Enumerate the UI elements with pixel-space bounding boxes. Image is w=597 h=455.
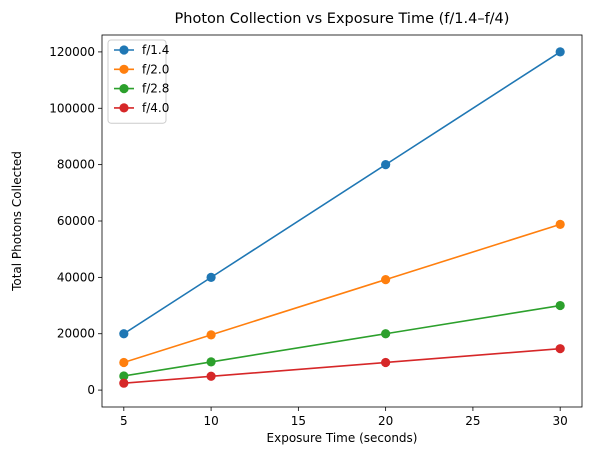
legend-item: f/2.0 <box>114 62 169 76</box>
y-axis-label: Total Photons Collected <box>10 151 24 292</box>
legend-marker <box>119 103 129 113</box>
series-layer <box>119 47 565 388</box>
data-point <box>555 300 565 311</box>
x-tick-label: 30 <box>553 414 568 428</box>
legend: f/1.4 f/2.0 f/2.8 f/4.0 <box>107 39 169 124</box>
series-f-4-0 <box>119 344 565 388</box>
legend-item: f/2.8 <box>114 82 169 96</box>
data-point <box>119 329 129 339</box>
series-line <box>123 347 561 384</box>
data-point <box>381 160 391 170</box>
legend-item: f/4.0 <box>114 101 169 115</box>
legend-label: f/2.0 <box>142 62 169 76</box>
data-point <box>119 378 129 388</box>
data-point <box>381 357 391 368</box>
series-f-2-0 <box>119 219 565 368</box>
data-point <box>206 330 216 340</box>
y-tick-label: 60000 <box>57 214 95 228</box>
y-tick-label: 80000 <box>57 158 95 172</box>
x-axis-label: Exposure Time (seconds) <box>267 431 418 445</box>
data-point <box>555 47 565 57</box>
x-tick-label: 15 <box>291 414 306 428</box>
data-point <box>206 371 216 381</box>
legend-item: f/1.4 <box>114 43 169 57</box>
series-line <box>123 51 561 335</box>
x-tick-label: 10 <box>203 414 218 428</box>
data-point <box>555 219 565 229</box>
legend-marker <box>119 64 129 74</box>
legend-label: f/1.4 <box>142 43 169 57</box>
y-axis: 0 20000 40000 60000 80000 100000 120000 <box>49 45 102 397</box>
series-f-1-4 <box>119 47 565 339</box>
x-tick-label: 5 <box>120 414 128 428</box>
series-line <box>123 223 561 364</box>
legend-box <box>107 39 167 124</box>
x-tick-label: 20 <box>378 414 393 428</box>
legend-label: f/2.8 <box>142 82 169 96</box>
y-tick-label: 120000 <box>49 45 95 59</box>
y-tick-label: 40000 <box>57 270 95 284</box>
legend-marker <box>119 45 129 55</box>
x-axis: 5 10 15 20 25 30 <box>120 407 568 428</box>
y-tick-label: 0 <box>87 383 95 397</box>
plot-frame <box>101 34 583 408</box>
series-f-2-8 <box>119 300 565 381</box>
data-point <box>119 357 129 368</box>
series-line <box>123 304 561 377</box>
x-tick-label: 25 <box>465 414 480 428</box>
y-tick-label: 20000 <box>57 327 95 341</box>
plot-border <box>101 34 583 408</box>
legend-label: f/4.0 <box>142 101 169 115</box>
data-point <box>381 329 391 339</box>
legend-marker <box>119 84 129 94</box>
chart-title: Photon Collection vs Exposure Time (f/1.… <box>175 11 510 27</box>
data-point <box>119 371 129 381</box>
data-point <box>381 275 391 285</box>
data-point <box>206 272 216 282</box>
y-tick-label: 100000 <box>49 101 95 115</box>
data-point <box>555 344 565 354</box>
data-point <box>206 357 216 367</box>
